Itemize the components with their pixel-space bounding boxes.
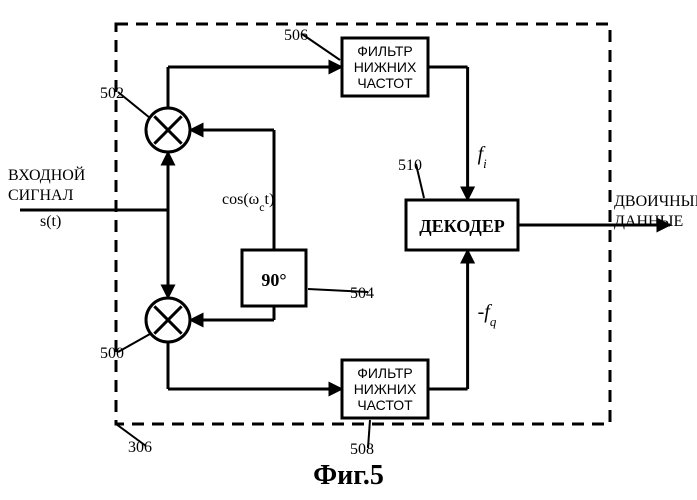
svg-text:ЧАСТОТ: ЧАСТОТ: [357, 397, 413, 413]
svg-text:ЧАСТОТ: ЧАСТОТ: [357, 75, 413, 91]
input-label-1: ВХОДНОЙ: [8, 165, 86, 184]
input-label-3: s(t): [40, 213, 61, 230]
lpf-bottom: ФИЛЬТРНИЖНИХЧАСТОТ: [342, 360, 428, 418]
figure-caption: Фиг.5: [313, 460, 384, 491]
decoder-label: ДЕКОДЕР: [419, 216, 504, 236]
output-label-1: ДВОИЧНЫЕ: [614, 193, 697, 210]
svg-text:НИЖНИХ: НИЖНИХ: [354, 59, 417, 75]
callout-504-label: 504: [350, 285, 374, 302]
svg-text:ФИЛЬТР: ФИЛЬТР: [357, 43, 413, 59]
output-label-2: ДАННЫЕ: [614, 213, 683, 230]
phase-shift-label: 90°: [261, 270, 286, 290]
lpf-top: ФИЛЬТРНИЖНИХЧАСТОТ: [342, 38, 428, 96]
mixer-bottom: [146, 298, 190, 342]
svg-text:НИЖНИХ: НИЖНИХ: [354, 381, 417, 397]
callout-500-label: 500: [100, 345, 124, 362]
mixer-top: [146, 108, 190, 152]
block-diagram: 90°ФИЛЬТРНИЖНИХЧАСТОТФИЛЬТРНИЖНИХЧАСТОТД…: [0, 0, 697, 500]
callout-508-label: 508: [350, 441, 374, 458]
input-label-2: СИГНАЛ: [8, 187, 74, 204]
svg-text:ФИЛЬТР: ФИЛЬТР: [357, 365, 413, 381]
